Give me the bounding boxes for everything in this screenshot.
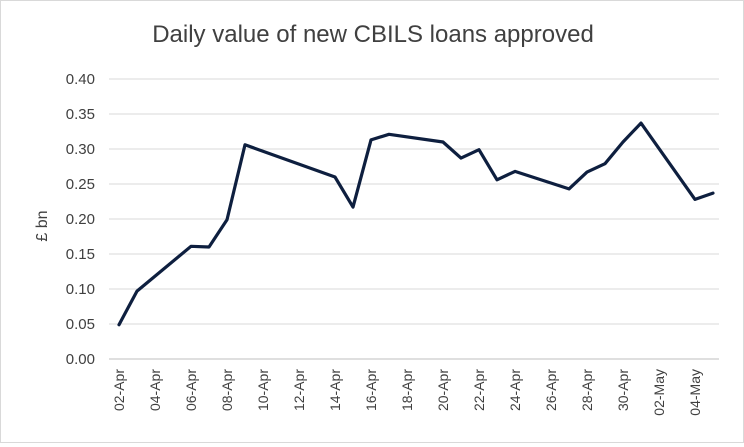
data-point bbox=[333, 175, 337, 179]
data-point bbox=[459, 156, 463, 160]
series-line bbox=[117, 121, 715, 327]
gridlines bbox=[109, 78, 719, 360]
y-axis-ticks: 0.00 0.05 0.10 0.15 0.20 0.25 0.30 0.35 0.40 bbox=[66, 71, 95, 368]
x-axis-ticks: 02-Apr 04-Apr 06-Apr 08-Apr 10-Apr 12-Apr 14-A… bbox=[111, 369, 703, 416]
x-tick-label: 30-Apr bbox=[615, 369, 631, 411]
data-point bbox=[369, 138, 373, 142]
y-tick-label: 0.25 bbox=[66, 176, 95, 193]
x-tick-label: 26-Apr bbox=[543, 369, 559, 411]
x-tick-label: 02-Apr bbox=[111, 369, 127, 411]
data-point bbox=[711, 191, 715, 195]
data-point bbox=[225, 218, 229, 221]
data-point bbox=[189, 245, 193, 248]
x-tick-label: 16-Apr bbox=[363, 369, 379, 411]
data-point bbox=[441, 140, 445, 144]
data-point bbox=[639, 121, 643, 125]
data-point bbox=[135, 289, 139, 293]
chart-title: Daily value of new CBILS loans approved bbox=[152, 21, 594, 48]
x-tick-label: 08-Apr bbox=[219, 369, 235, 411]
data-point bbox=[207, 245, 211, 249]
y-axis-label: £ bn bbox=[34, 210, 51, 241]
data-point bbox=[243, 143, 247, 146]
x-tick-label: 10-Apr bbox=[255, 369, 271, 411]
data-point bbox=[621, 140, 625, 144]
x-tick-label: 18-Apr bbox=[399, 369, 415, 411]
y-tick-label: 0.30 bbox=[66, 141, 95, 158]
y-tick-label: 0.15 bbox=[66, 246, 95, 263]
y-tick-label: 0.20 bbox=[66, 211, 95, 228]
data-point bbox=[387, 133, 391, 136]
data-point bbox=[693, 198, 697, 201]
data-point bbox=[513, 170, 517, 173]
x-tick-label: 04-May bbox=[687, 369, 703, 416]
x-tick-label: 20-Apr bbox=[435, 369, 451, 411]
x-tick-label: 04-Apr bbox=[147, 369, 163, 411]
data-point bbox=[477, 148, 481, 151]
x-tick-label: 22-Apr bbox=[471, 369, 487, 411]
x-tick-label: 02-May bbox=[651, 369, 667, 416]
data-point bbox=[603, 162, 607, 165]
y-tick-label: 0.35 bbox=[66, 106, 95, 123]
x-tick-label: 12-Apr bbox=[291, 369, 307, 411]
data-point bbox=[585, 170, 589, 174]
x-tick-label: 24-Apr bbox=[507, 369, 523, 411]
y-tick-label: 0.05 bbox=[66, 316, 95, 333]
data-point bbox=[567, 187, 571, 191]
y-tick-label: 0.40 bbox=[66, 71, 95, 88]
x-tick-label: 14-Apr bbox=[327, 369, 343, 411]
y-tick-label: 0.00 bbox=[66, 351, 95, 368]
x-tick-label: 06-Apr bbox=[183, 369, 199, 411]
data-point bbox=[351, 205, 355, 209]
y-tick-label: 0.10 bbox=[66, 281, 95, 298]
data-point bbox=[117, 323, 121, 326]
series-group bbox=[117, 121, 715, 327]
data-point bbox=[495, 178, 499, 181]
x-tick-label: 28-Apr bbox=[579, 369, 595, 411]
